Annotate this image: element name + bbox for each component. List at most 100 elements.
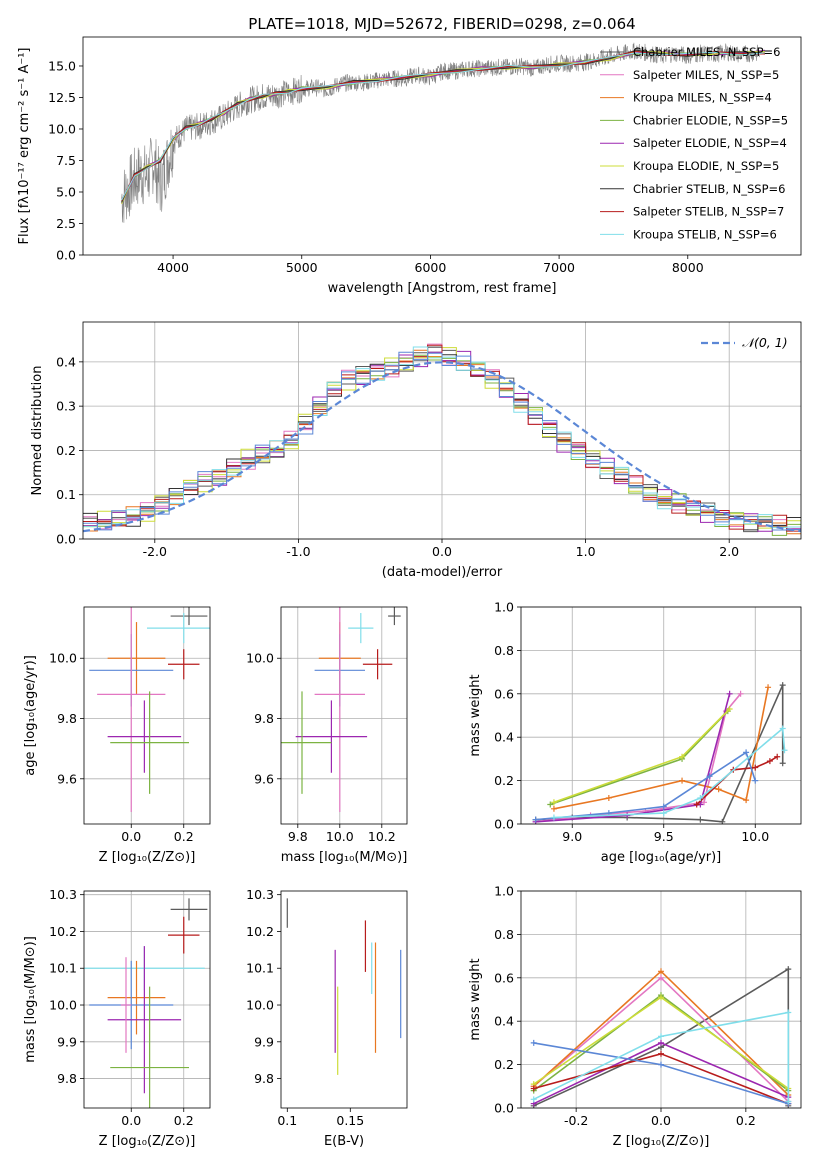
y-tick-label: 0.1 <box>56 487 76 502</box>
residual-histogram-panel: -2.0 -1.0 0.0 1.0 2.0 0.0 0.1 0.2 0.3 0.4 (data-mo… <box>30 321 802 580</box>
y-tick-label: 10.0 <box>246 998 274 1013</box>
x-tick-label: 0.0 <box>121 829 141 844</box>
y-axis-label: mass weight <box>468 958 483 1040</box>
x-axis-label: E(B-V) <box>324 1134 364 1149</box>
data-point-marker <box>693 801 700 808</box>
y-tick-label: 0.4 <box>494 730 514 745</box>
x-tick-label: 10.2 <box>368 829 396 844</box>
legend-label: Salpeter STELIB, N_SSP=7 <box>633 205 784 219</box>
data-point-marker <box>785 1098 792 1105</box>
data-point-marker <box>701 799 708 806</box>
data-point-marker <box>530 1096 537 1103</box>
y-tick-label: 0.6 <box>494 686 514 701</box>
data-point-marker <box>679 753 686 760</box>
data-point-marker <box>737 690 744 697</box>
plot-area <box>281 607 401 812</box>
y-tick-label: 10.2 <box>246 924 274 939</box>
data-point-marker <box>726 705 733 712</box>
data-point-marker <box>766 758 773 765</box>
data-point-marker <box>781 747 788 754</box>
data-point-marker <box>550 805 557 812</box>
x-axis-label: mass [log₁₀(M/M⊙)] <box>281 850 408 865</box>
y-tick-label: 0.3 <box>56 399 76 414</box>
mass-weight-line <box>553 708 731 804</box>
axes-frame <box>280 890 408 1109</box>
y-tick-label: 10.0 <box>48 121 76 136</box>
gaussian-curve <box>83 361 801 533</box>
mass-weight-line <box>533 1011 790 1102</box>
data-point-marker <box>658 1061 664 1068</box>
y-tick-label: 1.0 <box>494 884 514 899</box>
y-axis-label: age [log₁₀(age/yr)] <box>23 655 38 776</box>
y-tick-label: 0.0 <box>494 1101 514 1116</box>
y-tick-label: 9.6 <box>57 771 77 786</box>
x-tick-label: 4000 <box>157 260 189 275</box>
y-tick-label: 0.8 <box>494 643 514 658</box>
plot-area <box>530 966 792 1108</box>
data-point-marker <box>715 786 722 793</box>
x-tick-label: -2.0 <box>143 544 167 559</box>
y-tick-label: 9.8 <box>57 1071 77 1086</box>
x-tick-label: -0.2 <box>564 1113 588 1128</box>
x-tick-label: 0.2 <box>736 1113 756 1128</box>
plot-area <box>84 898 208 1108</box>
data-point-marker <box>547 801 554 808</box>
legend-label: Salpeter ELODIE, N_SSP=4 <box>633 136 787 150</box>
y-tick-label: 9.9 <box>57 1034 77 1049</box>
data-point-marker <box>550 799 557 806</box>
age-vs-mass-panel: 9.8 10.0 10.2 9.6 9.8 10.0 mass [log₁₀(M/M⊙)] <box>246 606 408 865</box>
plot-area <box>286 898 402 1075</box>
x-axis-label: Z [log₁₀(Z/Z⊙)] <box>613 1134 710 1149</box>
y-tick-label: 10.3 <box>246 887 274 902</box>
x-tick-label: 10.0 <box>741 829 769 844</box>
legend-label: Kroupa STELIB, N_SSP=6 <box>633 227 777 241</box>
plot-area <box>121 42 766 223</box>
y-tick-label: 0.4 <box>494 1014 514 1029</box>
x-tick-label: 8000 <box>672 260 704 275</box>
data-point-marker <box>743 797 750 804</box>
mass-vs-metallicity-panel: 0.0 0.2 9.8 9.9 10.0 10.1 10.2 10.3 Z [log₁₀(Z/Z… <box>23 887 211 1149</box>
x-tick-label: 6000 <box>415 260 447 275</box>
x-tick-label: 0.2 <box>174 1113 194 1128</box>
x-tick-label: 9.5 <box>654 829 674 844</box>
data-point-marker <box>658 1039 664 1046</box>
data-point-marker <box>779 760 786 767</box>
data-point-marker <box>752 777 759 784</box>
y-tick-label: 12.5 <box>48 90 76 105</box>
data-point-marker <box>743 749 750 756</box>
plot-area <box>83 343 801 536</box>
mass-weight-line <box>553 726 786 819</box>
y-axis-label: mass [log₁₀(M/M⊙)] <box>23 936 38 1063</box>
data-point-marker <box>530 1085 537 1092</box>
spectrum-panel: 4000 5000 6000 7000 8000 0.0 2.5 5.0 7.5 10.0 12.5… <box>17 15 802 296</box>
y-axis-label: Flux [fλ10⁻¹⁷ erg cm⁻² s⁻¹ A⁻¹] <box>17 48 32 245</box>
y-tick-label: 0.2 <box>494 1057 514 1072</box>
legend-label: Kroupa MILES, N_SSP=4 <box>633 91 772 105</box>
chart-title: PLATE=1018, MJD=52672, FIBERID=0298, z=0… <box>248 15 635 33</box>
data-point-marker <box>658 1033 664 1040</box>
legend-label: Chabrier MILES, N_SSP=6 <box>633 45 780 59</box>
y-tick-label: 10.0 <box>246 651 274 666</box>
y-tick-label: 0.0 <box>494 817 514 832</box>
legend-label: Kroupa ELODIE, N_SSP=5 <box>633 159 779 173</box>
y-tick-label: 5.0 <box>56 184 76 199</box>
data-point-marker <box>697 794 704 801</box>
data-point-marker <box>779 682 786 689</box>
axes-frame <box>280 606 408 825</box>
x-tick-label: 0.0 <box>651 1113 671 1128</box>
mass-vs-extinction-panel: 0.1 0.15 9.8 9.9 10.0 10.1 10.2 10.3 E(B-V) <box>246 887 408 1149</box>
data-point-marker <box>679 777 686 784</box>
x-axis-label: Z [log₁₀(Z/Z⊙)] <box>99 1134 196 1149</box>
y-tick-label: 9.6 <box>254 771 274 786</box>
plot-area <box>89 607 210 812</box>
mass-weight-line <box>553 687 769 810</box>
y-tick-label: 0.4 <box>56 354 76 369</box>
axes-frame <box>83 890 211 1109</box>
x-tick-label: 7000 <box>543 260 575 275</box>
data-point-marker <box>752 764 759 771</box>
x-tick-label: 9.8 <box>288 829 308 844</box>
x-tick-label: 9.0 <box>562 829 582 844</box>
data-point-marker <box>530 1039 537 1046</box>
plot-area <box>532 682 788 824</box>
y-tick-label: 9.8 <box>254 711 274 726</box>
